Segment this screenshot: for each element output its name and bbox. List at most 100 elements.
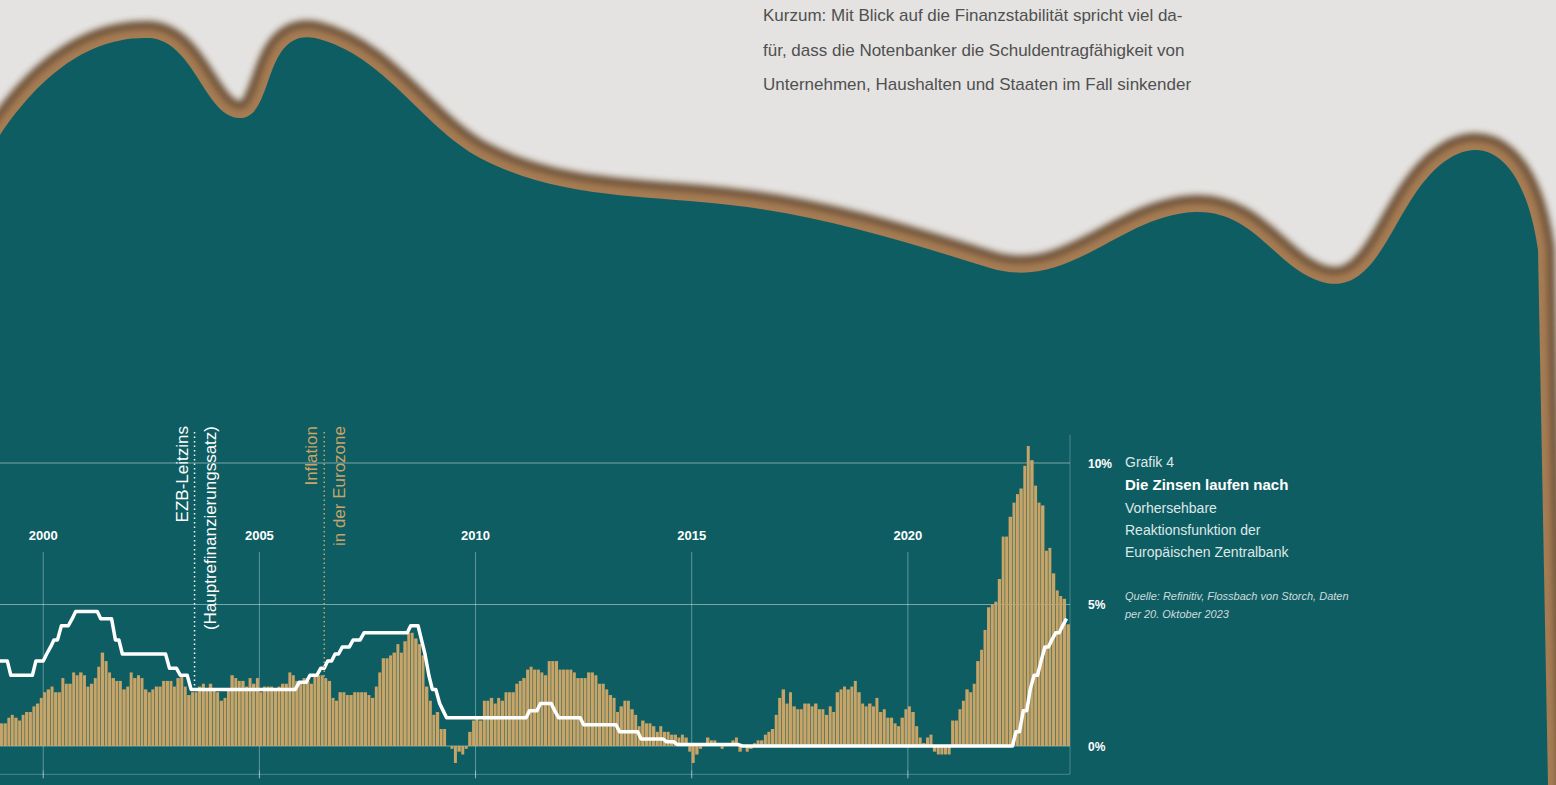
inflation-bar xyxy=(259,692,262,746)
inflation-bar xyxy=(47,689,50,746)
inflation-bar xyxy=(832,712,835,746)
inflation-bar xyxy=(83,675,86,746)
inflation-bar xyxy=(198,687,201,746)
inflation-bar xyxy=(1030,460,1033,746)
inflation-bar xyxy=(998,579,1001,746)
inflation-bar xyxy=(767,732,770,746)
inflation-bar xyxy=(800,709,803,746)
inflation-bar xyxy=(479,721,482,746)
teal-ground xyxy=(0,37,1548,785)
inflation-bar xyxy=(796,709,799,746)
inflation-bar xyxy=(897,726,900,746)
inflation-bar xyxy=(602,684,605,746)
inflation-bar xyxy=(393,653,396,746)
marks xyxy=(0,446,1070,763)
inflation-bar xyxy=(263,687,266,746)
inflation-bar xyxy=(436,712,439,746)
series-label: in der Eurozone xyxy=(330,426,349,546)
inflation-bar xyxy=(803,704,806,746)
inflation-bar xyxy=(721,746,724,749)
inflation-bar xyxy=(825,715,828,746)
inflation-bar xyxy=(872,706,875,746)
inflation-bar xyxy=(515,684,518,746)
inflation-bar xyxy=(1034,486,1037,746)
inflation-bar xyxy=(843,687,846,746)
inflation-bar xyxy=(587,672,590,746)
chart-canvas: Kurzum: Mit Blick auf die Finanzstabilit… xyxy=(0,0,1556,785)
inflation-bar xyxy=(281,684,284,746)
inflation-bar xyxy=(591,672,594,746)
inflation-bar xyxy=(375,687,378,746)
inflation-bar xyxy=(187,695,190,746)
inflation-bar xyxy=(169,681,172,746)
leader-line xyxy=(323,432,325,678)
inflation-bar xyxy=(137,675,140,746)
inflation-bar xyxy=(422,655,425,746)
inflation-bar xyxy=(321,675,324,746)
inflation-bar xyxy=(382,658,385,746)
inflation-bar xyxy=(396,644,399,746)
inflation-bar xyxy=(443,729,446,746)
inflation-bar xyxy=(980,650,983,746)
inflation-bar xyxy=(447,746,450,747)
inflation-bar xyxy=(115,681,118,746)
inflation-bar xyxy=(821,709,824,746)
inflation-bar xyxy=(984,630,987,746)
inflation-bar xyxy=(357,692,360,746)
inflation-bar xyxy=(962,701,965,746)
inflation-bar xyxy=(613,698,616,746)
inflation-bar xyxy=(1013,503,1016,746)
inflation-bar xyxy=(457,746,460,752)
inflation-bar xyxy=(497,698,500,746)
inflation-bar xyxy=(418,644,421,746)
inflation-bar xyxy=(292,675,295,746)
inflation-bar xyxy=(901,718,904,746)
inflation-bar xyxy=(807,704,810,746)
inflation-bar xyxy=(1067,624,1070,746)
body-text: für, dass die Notenbanker die Schuldentr… xyxy=(763,41,1185,60)
inflation-bar xyxy=(176,678,179,746)
figure-label: Grafik 4 xyxy=(1125,454,1174,470)
inflation-bar xyxy=(61,678,64,746)
inflation-bar xyxy=(850,687,853,746)
inflation-bar xyxy=(155,687,158,746)
inflation-bar xyxy=(829,706,832,746)
inflation-bar xyxy=(317,675,320,746)
inflation-bar xyxy=(476,718,479,746)
inflation-bar xyxy=(854,681,857,746)
inflation-bar xyxy=(29,712,32,746)
inflation-bar xyxy=(904,709,907,746)
chart-source: per 20. Oktober 2023 xyxy=(1124,608,1230,620)
inflation-bar xyxy=(425,687,428,746)
inflation-bar xyxy=(911,712,914,746)
inflation-bar xyxy=(792,706,795,746)
inflation-bar xyxy=(530,667,533,746)
inflation-bar xyxy=(778,698,781,746)
y-tick-label: 0% xyxy=(1088,740,1106,754)
inflation-bar xyxy=(216,692,219,746)
inflation-bar xyxy=(378,672,381,746)
inflation-bar xyxy=(951,721,954,746)
inflation-bar xyxy=(814,704,817,746)
burnt-rim xyxy=(0,37,1548,785)
body-text: Kurzum: Mit Blick auf die Finanzstabilit… xyxy=(763,6,1183,25)
inflation-bar xyxy=(119,681,122,746)
inflation-bar xyxy=(51,687,54,746)
leader-line xyxy=(194,432,196,689)
chart-subtitle: Vorhersehbare xyxy=(1125,500,1217,516)
x-tick xyxy=(907,770,908,778)
inflation-bar xyxy=(565,670,568,746)
inflation-bar xyxy=(908,706,911,746)
inflation-bar xyxy=(227,689,230,746)
inflation-bar xyxy=(641,721,644,746)
inflation-bar xyxy=(101,653,104,746)
inflation-bar xyxy=(584,678,587,746)
inflation-bar xyxy=(540,672,543,746)
inflation-bar xyxy=(299,684,302,746)
inflation-bar xyxy=(252,684,255,746)
series-label: EZB-Leitzins xyxy=(173,426,192,522)
inflation-bar xyxy=(1019,488,1022,746)
inflation-bar xyxy=(454,746,457,763)
inflation-bar xyxy=(620,706,623,746)
inflation-bar xyxy=(594,675,597,746)
